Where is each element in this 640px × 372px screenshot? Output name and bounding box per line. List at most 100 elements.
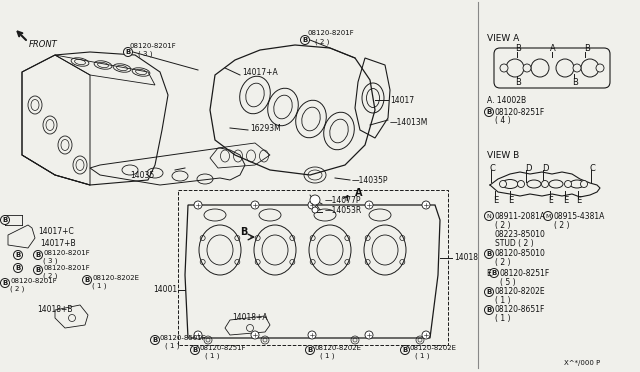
Text: ( 1 ): ( 1 ) (415, 353, 429, 359)
Text: E: E (563, 196, 568, 205)
Text: ( 2 ): ( 2 ) (43, 273, 58, 279)
Text: 08120-8202E: 08120-8202E (410, 345, 457, 351)
Text: ( 4 ): ( 4 ) (495, 115, 511, 125)
Circle shape (543, 212, 552, 221)
Circle shape (194, 331, 202, 339)
Text: B: B (125, 49, 131, 55)
Text: ( 5 ): ( 5 ) (500, 278, 516, 286)
Circle shape (490, 269, 499, 278)
Text: 08120-8202E: 08120-8202E (495, 288, 546, 296)
Circle shape (506, 59, 524, 77)
Text: B: B (584, 44, 590, 52)
Text: B: B (486, 289, 492, 295)
Circle shape (33, 250, 42, 260)
Text: A: A (550, 44, 556, 52)
Circle shape (308, 201, 316, 209)
Circle shape (124, 48, 132, 57)
Circle shape (484, 250, 493, 259)
Text: E: E (508, 196, 513, 205)
Text: B: B (3, 280, 8, 286)
Text: M: M (545, 214, 550, 218)
Circle shape (191, 346, 200, 355)
Circle shape (365, 201, 373, 209)
Circle shape (301, 35, 310, 45)
Text: 14017+B: 14017+B (40, 238, 76, 247)
Text: C: C (490, 164, 496, 173)
Text: B: B (3, 217, 8, 223)
Text: FRONT: FRONT (29, 39, 58, 48)
Text: 08120-8201F: 08120-8201F (10, 278, 57, 284)
Text: 08120-8201F: 08120-8201F (308, 30, 355, 36)
Circle shape (564, 180, 572, 187)
Circle shape (365, 331, 373, 339)
Circle shape (150, 336, 159, 344)
Text: B: B (240, 227, 248, 237)
Text: B: B (492, 270, 497, 276)
Text: E: E (493, 196, 499, 205)
Text: B: B (572, 77, 578, 87)
Text: N: N (486, 214, 492, 218)
Text: B: B (515, 44, 521, 52)
Text: 08120-8201F: 08120-8201F (43, 250, 90, 256)
Circle shape (310, 195, 320, 205)
Circle shape (308, 331, 316, 339)
Text: ( 1 ): ( 1 ) (205, 353, 220, 359)
Circle shape (580, 180, 588, 187)
Text: ( 2 ): ( 2 ) (10, 286, 24, 292)
Text: A: A (355, 188, 362, 198)
Circle shape (484, 108, 493, 116)
Circle shape (581, 59, 599, 77)
Text: —14013M: —14013M (390, 118, 428, 126)
Circle shape (596, 64, 604, 72)
Text: ( 1 ): ( 1 ) (320, 353, 335, 359)
Text: ( 1 ): ( 1 ) (495, 296, 511, 305)
Text: 14017+A: 14017+A (242, 67, 278, 77)
Circle shape (573, 64, 581, 72)
Text: STUD ( 2 ): STUD ( 2 ) (495, 238, 534, 247)
Text: C: C (590, 164, 596, 173)
Text: 08120-8201F: 08120-8201F (130, 43, 177, 49)
Circle shape (251, 201, 259, 209)
Text: B: B (15, 265, 20, 271)
Text: 08120-8651F: 08120-8651F (495, 305, 545, 314)
Ellipse shape (502, 180, 518, 189)
Circle shape (484, 288, 493, 296)
Circle shape (83, 276, 92, 285)
Text: 08120-85010: 08120-85010 (495, 250, 546, 259)
Text: E: E (576, 196, 581, 205)
Text: X^*/000 P: X^*/000 P (564, 360, 600, 366)
Text: 08120-8201F: 08120-8201F (43, 265, 90, 271)
Text: B: B (35, 252, 40, 258)
Circle shape (401, 346, 410, 355)
Circle shape (251, 331, 259, 339)
Text: ( 2 ): ( 2 ) (495, 221, 511, 230)
Circle shape (523, 64, 531, 72)
Text: B: B (403, 347, 408, 353)
Circle shape (13, 250, 22, 260)
Ellipse shape (549, 180, 563, 188)
Text: 14018+B: 14018+B (37, 305, 72, 314)
Text: A. 14002B: A. 14002B (487, 96, 526, 105)
Text: —14053R: —14053R (325, 205, 362, 215)
Text: B: B (486, 307, 492, 313)
Text: 14017: 14017 (390, 96, 414, 105)
Ellipse shape (570, 180, 584, 188)
Text: B: B (486, 109, 492, 115)
Text: 08120-8501F: 08120-8501F (160, 335, 207, 341)
Circle shape (556, 59, 574, 77)
Circle shape (484, 212, 493, 221)
Text: 16293M: 16293M (250, 124, 281, 132)
Text: 08120-8202E: 08120-8202E (315, 345, 362, 351)
Circle shape (1, 279, 10, 288)
Text: B: B (302, 37, 308, 43)
Text: 14001: 14001 (153, 285, 177, 295)
Circle shape (500, 64, 508, 72)
Text: B: B (15, 252, 20, 258)
Text: ( 1 ): ( 1 ) (165, 343, 179, 349)
Text: VIEW A: VIEW A (487, 33, 519, 42)
Circle shape (499, 180, 506, 187)
Text: ( 1 ): ( 1 ) (92, 283, 106, 289)
Circle shape (518, 180, 525, 187)
Text: ( 3 ): ( 3 ) (138, 51, 152, 57)
Text: 14018: 14018 (454, 253, 478, 263)
